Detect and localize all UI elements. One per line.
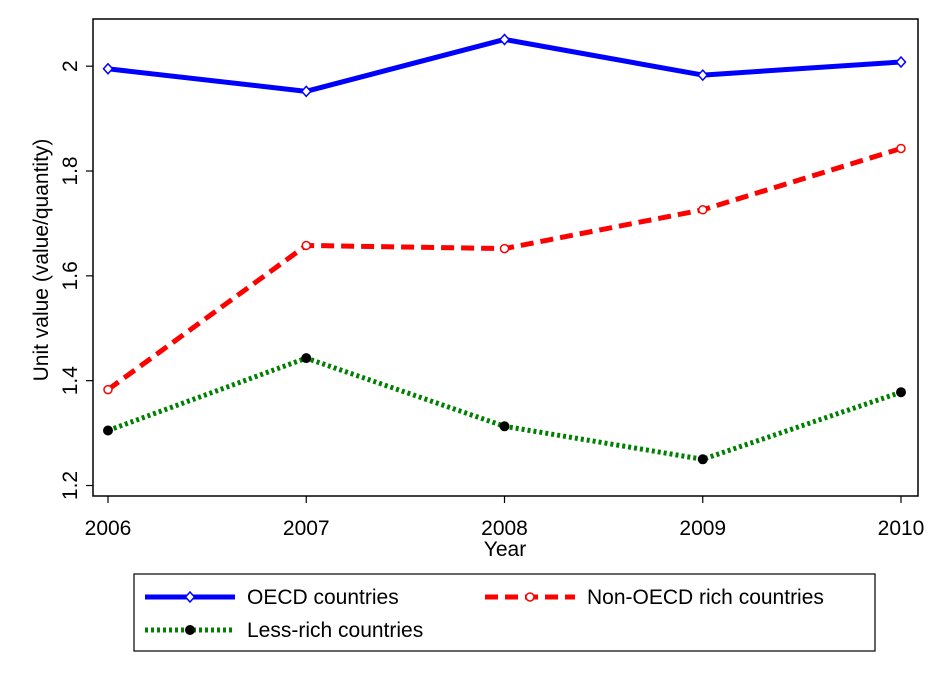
- plot-area-frame: [92, 18, 919, 497]
- y-tick-label: 2: [59, 60, 82, 72]
- data-point-marker: [499, 421, 510, 432]
- series-3: [103, 353, 906, 465]
- x-tick-label: 2009: [679, 517, 726, 540]
- legend-label: Less-rich countries: [247, 619, 423, 642]
- y-tick-label: 1.8: [59, 156, 82, 185]
- series-line: [107, 36, 902, 94]
- legend-entry-3: Less-rich countries: [145, 619, 423, 642]
- y-axis-label: Unit value (value/quantity): [30, 139, 53, 382]
- data-point-marker: [498, 33, 511, 46]
- legend-entry-1: OECD countries: [145, 586, 399, 609]
- data-point-marker: [103, 425, 113, 436]
- data-point-marker: [698, 205, 708, 215]
- data-point-marker: [184, 590, 196, 604]
- y-tick-label: 1.4: [59, 366, 82, 396]
- data-point-marker: [185, 625, 195, 635]
- legend-label: Non-OECD rich countries: [587, 586, 824, 609]
- data-point-marker: [896, 387, 906, 398]
- y-tick-label: 1.6: [59, 261, 82, 290]
- data-point-marker: [102, 62, 114, 75]
- series-line: [106, 146, 902, 392]
- data-point-marker: [525, 592, 535, 602]
- data-point-marker: [301, 240, 311, 251]
- legend: OECD countries Non-OECD rich countries Les…: [133, 573, 876, 652]
- data-point-marker: [103, 384, 113, 395]
- x-axis-label: Year: [484, 538, 526, 561]
- legend-frame: [133, 573, 876, 652]
- x-tick-label: 2010: [878, 517, 925, 540]
- data-point-marker: [697, 68, 709, 82]
- x-tick-label: 2008: [481, 517, 528, 540]
- data-point-marker: [896, 143, 906, 154]
- series-line: [107, 355, 902, 462]
- y-tick-label: 1.2: [59, 471, 82, 500]
- series-1: [102, 33, 907, 98]
- data-point-marker: [300, 85, 312, 98]
- data-point-marker: [301, 353, 312, 364]
- x-tick-label: 2007: [283, 517, 330, 540]
- data-point-marker: [895, 55, 907, 69]
- series-2: [103, 143, 906, 395]
- y-axis: 1.2 1.4 1.6 1.8 2: [59, 60, 93, 500]
- legend-label: OECD countries: [247, 586, 399, 609]
- x-axis: 2006 2007 2008 2009 2010: [85, 496, 925, 540]
- series-layer: [102, 33, 907, 465]
- data-point-marker: [697, 454, 708, 465]
- data-point-marker: [499, 243, 510, 254]
- x-tick-label: 2006: [85, 517, 132, 540]
- legend-entry-2: Non-OECD rich countries: [485, 586, 824, 609]
